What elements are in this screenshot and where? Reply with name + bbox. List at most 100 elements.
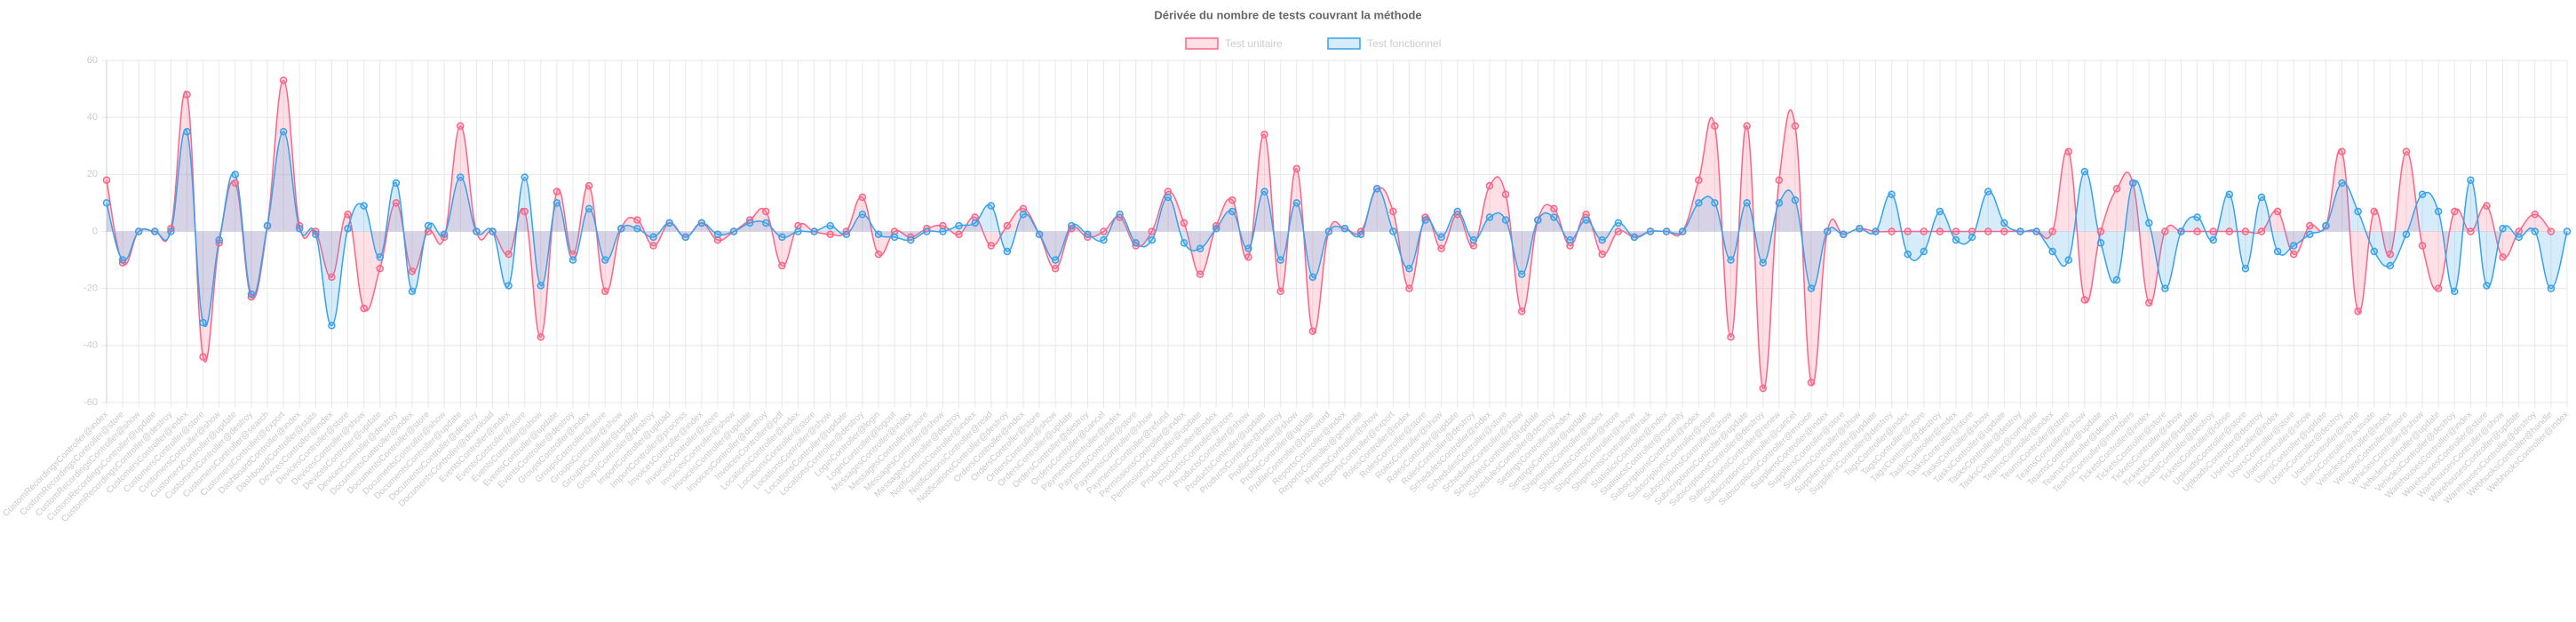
data-point — [2225, 227, 2234, 235]
data-point — [2257, 227, 2266, 235]
data-point — [1711, 122, 1719, 131]
data-point — [1421, 216, 1429, 224]
data-point — [1791, 195, 1800, 204]
data-point — [2370, 207, 2378, 216]
data-point — [1373, 185, 1381, 193]
data-point — [1904, 250, 1912, 259]
data-point — [2112, 275, 2121, 284]
data-point — [1292, 199, 1300, 207]
data-point — [1840, 230, 1848, 238]
data-point — [1582, 216, 1590, 224]
data-point — [2112, 185, 2121, 193]
data-point — [2418, 190, 2427, 199]
y-tick-label: 40 — [87, 112, 98, 123]
data-point — [971, 219, 979, 227]
data-point — [2467, 227, 2475, 235]
data-point — [1180, 219, 1189, 227]
data-point — [1003, 221, 1012, 230]
data-point — [1695, 199, 1703, 207]
data-point — [1389, 207, 1397, 216]
data-point — [713, 230, 722, 238]
data-point — [955, 221, 963, 230]
data-point — [1051, 256, 1060, 264]
data-point — [1695, 176, 1703, 184]
data-point — [376, 253, 385, 261]
data-point — [762, 219, 770, 227]
data-point — [1743, 122, 1751, 131]
data-point — [553, 199, 561, 207]
data-point — [1469, 235, 1478, 244]
data-point — [1550, 204, 1558, 213]
data-point — [2241, 264, 2250, 273]
data-point — [1324, 227, 1333, 235]
data-point — [2048, 227, 2056, 235]
data-point — [1759, 384, 1768, 393]
data-point — [1405, 264, 1413, 273]
data-point — [1646, 227, 1655, 235]
data-point — [1517, 307, 1526, 315]
data-point — [1807, 284, 1816, 292]
data-point — [1116, 211, 1124, 219]
data-point — [665, 219, 673, 227]
data-point — [1856, 225, 1864, 233]
data-point — [1550, 213, 1558, 221]
data-point — [600, 287, 609, 296]
data-point — [697, 219, 706, 227]
data-point — [1968, 233, 1976, 242]
data-point — [1727, 332, 1735, 341]
data-point — [1148, 235, 1157, 244]
data-point — [1662, 227, 1671, 235]
data-point — [923, 227, 931, 235]
legend-label: Test unitaire — [1225, 37, 1283, 50]
data-point — [1904, 227, 1912, 235]
data-point — [1228, 207, 1236, 216]
data-point — [537, 332, 545, 341]
data-point — [2306, 221, 2314, 230]
data-point — [1276, 287, 1284, 296]
data-point — [2483, 282, 2491, 290]
data-point — [1068, 221, 1076, 230]
data-point — [2563, 227, 2572, 235]
data-point — [1743, 199, 1751, 207]
data-point — [2322, 221, 2330, 230]
data-point — [1791, 122, 1800, 131]
data-point — [1678, 227, 1687, 235]
data-point — [874, 250, 883, 259]
data-point — [987, 202, 996, 210]
data-point — [376, 264, 385, 273]
legend-swatch — [1185, 37, 1219, 50]
data-point — [2418, 242, 2427, 250]
data-point — [2032, 227, 2040, 235]
data-point — [1437, 233, 1445, 242]
data-point — [762, 207, 770, 216]
data-point — [1148, 227, 1157, 235]
data-point — [2273, 247, 2282, 256]
data-point — [1517, 270, 1526, 278]
data-point — [505, 250, 513, 259]
data-point — [1711, 199, 1719, 207]
data-point — [826, 230, 834, 238]
data-point — [2434, 284, 2443, 292]
data-point — [649, 242, 657, 250]
data-point — [2515, 233, 2523, 242]
data-point — [2064, 148, 2073, 156]
data-point — [328, 273, 336, 282]
data-point — [1952, 227, 1960, 235]
data-point — [1228, 195, 1236, 204]
data-point — [2177, 227, 2185, 235]
data-point — [2547, 284, 2556, 292]
data-point — [247, 290, 256, 299]
data-point — [440, 230, 449, 238]
series-area — [107, 129, 2567, 327]
data-point — [231, 179, 240, 187]
data-point — [134, 227, 143, 235]
data-point — [2096, 239, 2105, 247]
data-point — [810, 227, 818, 235]
data-point — [1308, 273, 1317, 282]
data-point — [2000, 219, 2008, 227]
data-point — [457, 122, 465, 131]
data-point — [1984, 187, 1992, 195]
data-point — [1196, 244, 1205, 252]
data-point — [183, 91, 191, 99]
data-point — [537, 282, 545, 290]
